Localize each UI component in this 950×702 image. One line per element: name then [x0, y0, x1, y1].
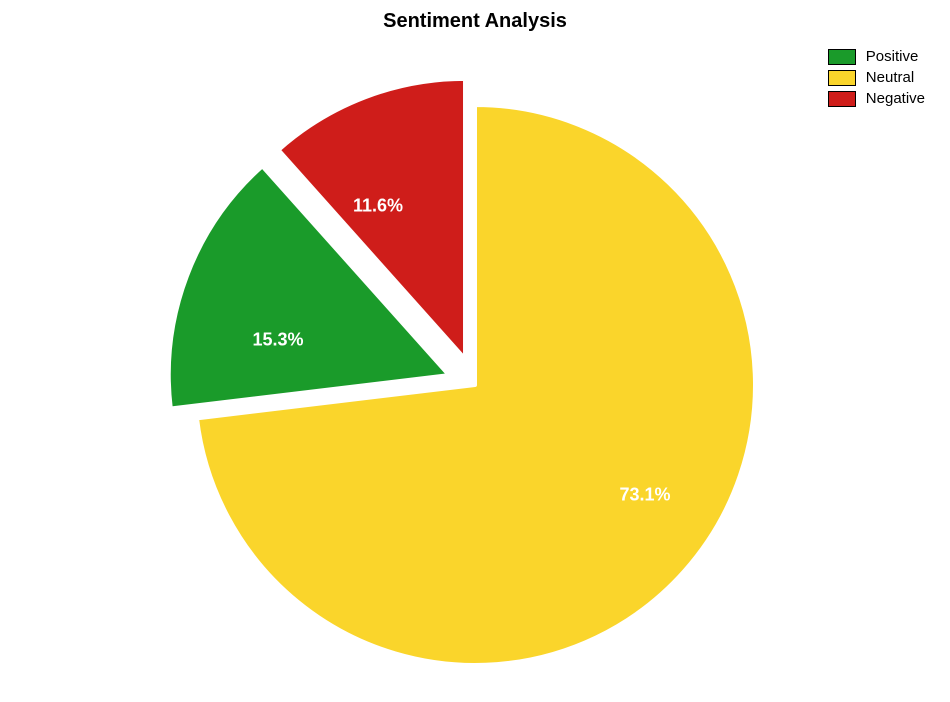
legend-label-neutral: Neutral: [866, 69, 914, 86]
legend-label-negative: Negative: [866, 90, 925, 107]
legend-label-positive: Positive: [866, 48, 919, 65]
slice-label-negative: 11.6%: [353, 196, 403, 217]
slice-label-neutral: 73.1%: [619, 485, 670, 506]
legend-item-positive: Positive: [828, 48, 925, 65]
legend: Positive Neutral Negative: [828, 48, 925, 111]
legend-swatch-negative: [828, 91, 856, 107]
legend-swatch-positive: [828, 49, 856, 65]
legend-item-negative: Negative: [828, 90, 925, 107]
pie-chart: 73.1% 15.3% 11.6%: [0, 40, 950, 662]
legend-item-neutral: Neutral: [828, 69, 925, 86]
pie-svg: [0, 40, 950, 702]
chart-title: Sentiment Analysis: [0, 10, 950, 33]
legend-swatch-neutral: [828, 70, 856, 86]
slice-label-positive: 15.3%: [252, 330, 303, 351]
